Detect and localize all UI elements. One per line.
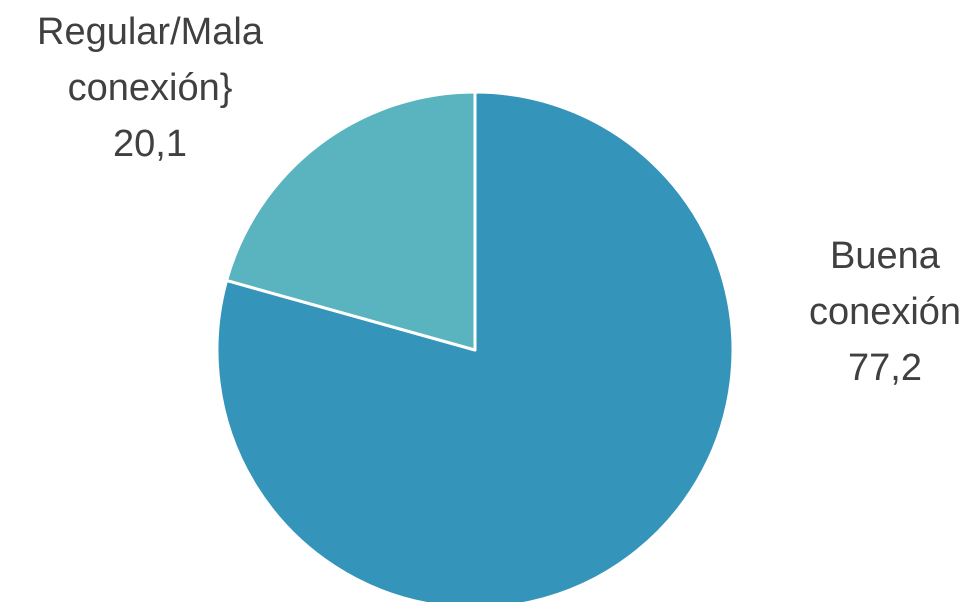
data-label-buena-line1: Buena	[830, 235, 940, 277]
data-label-buena: Buena conexión 77,2	[800, 228, 970, 396]
pie-slice-0	[215, 90, 735, 602]
data-label-regular-mala-line1: Regular/Mala	[37, 11, 263, 53]
data-label-buena-line2: conexión	[808, 291, 962, 333]
data-label-buena-value: 77,2	[848, 347, 922, 389]
data-label-regular-mala: Regular/Mala conexión} 20,1	[10, 4, 290, 172]
pie-slices	[215, 90, 735, 602]
data-label-regular-mala-line2: conexión}	[67, 67, 233, 109]
data-label-regular-mala-value: 20,1	[113, 123, 187, 165]
pie-slice-1	[225, 90, 477, 352]
